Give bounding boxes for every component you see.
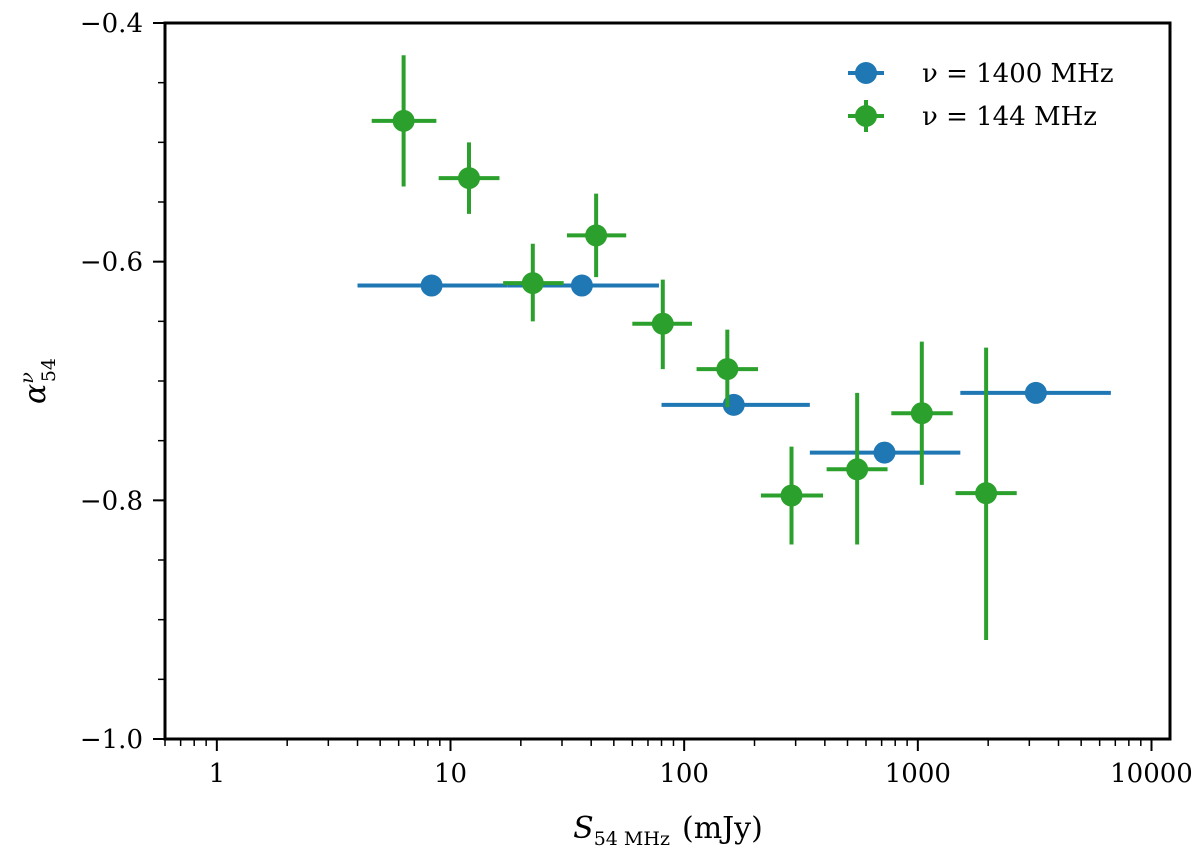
legend: ν = 1400 MHz ν = 144 MHz	[848, 59, 1114, 132]
y-axis-title-sup: ν	[16, 372, 38, 384]
plot-frame	[163, 21, 1172, 741]
legend-marker	[855, 105, 877, 127]
data-point	[570, 274, 593, 297]
data-point	[873, 441, 896, 464]
legend-item: ν = 144 MHz	[848, 100, 1097, 132]
y-axis-title-var: α	[18, 384, 53, 404]
x-axis-title-var: S	[573, 811, 594, 846]
legend-label: ν = 144 MHz	[922, 102, 1097, 132]
legend-label: ν = 1400 MHz	[922, 59, 1114, 89]
y-axis-title-sub: 54	[38, 358, 60, 382]
data-point	[585, 224, 608, 247]
legend-item: ν = 1400 MHz	[848, 59, 1114, 89]
data-point	[392, 109, 415, 132]
x-tick-label: 10000	[1110, 759, 1193, 789]
x-tick-label: 1	[209, 759, 226, 789]
x-axis-title-unit: (mJy)	[682, 811, 763, 846]
data-point	[780, 484, 803, 507]
data-point	[910, 402, 933, 425]
y-tick-label: −1.0	[80, 725, 143, 755]
x-axis-title: S54 MHz (mJy)	[573, 811, 763, 850]
data-marks	[357, 55, 1111, 640]
x-tick-label: 1000	[885, 759, 951, 789]
y-axis-title: αν54	[16, 358, 60, 404]
data-point	[458, 167, 481, 190]
data-point	[846, 458, 869, 481]
y-tick-label: −0.8	[80, 486, 143, 516]
x-tick-label: 100	[659, 759, 709, 789]
data-point	[521, 272, 544, 295]
y-tick-label: −0.6	[80, 248, 143, 278]
x-tick-label: 10	[434, 759, 467, 789]
data-point	[1024, 381, 1047, 404]
data-point	[651, 312, 674, 335]
legend-marker	[855, 62, 877, 84]
series-nu-144	[371, 55, 1017, 640]
data-point	[716, 358, 739, 381]
data-point	[420, 274, 443, 297]
data-point	[975, 482, 998, 505]
axis-ticks: 1 10 100 1000 10000 −0.4 −0.6 −0.8 −1.0	[80, 9, 1193, 789]
y-tick-label: −0.4	[80, 9, 143, 39]
x-axis-title-sub: 54 MHz	[594, 828, 670, 850]
